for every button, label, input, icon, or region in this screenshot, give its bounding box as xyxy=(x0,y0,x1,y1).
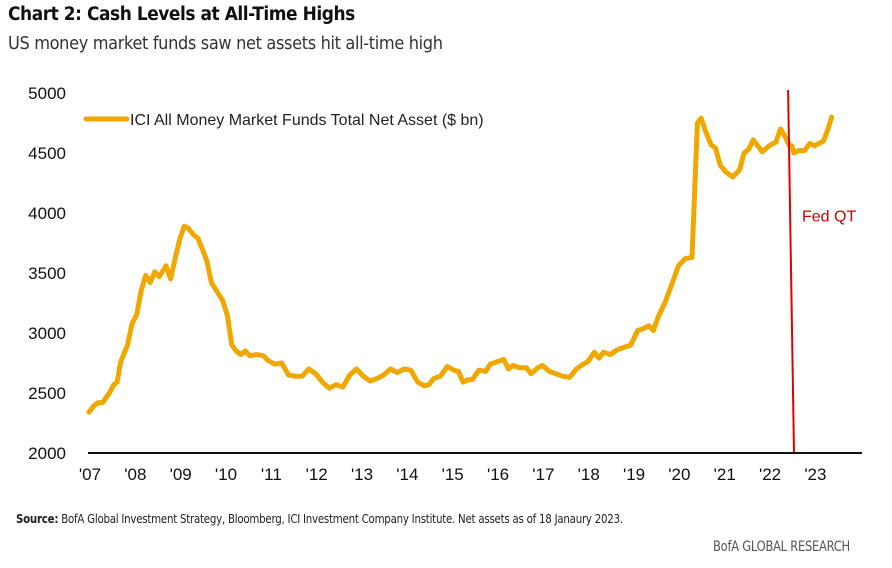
chart-title: Chart 2: Cash Levels at All-Time Highs xyxy=(8,4,355,25)
source-note: Source: BofA Global Investment Strategy,… xyxy=(16,511,623,526)
series-line-money-market-assets xyxy=(86,114,835,415)
x-tick-label: '08 xyxy=(124,465,146,484)
x-tick-label: '16 xyxy=(487,465,509,484)
y-tick-label: 3000 xyxy=(28,324,66,343)
source-label: Source: xyxy=(16,511,59,526)
x-tick-label: '15 xyxy=(442,465,464,484)
x-tick-label: '22 xyxy=(759,465,781,484)
x-tick-label: '21 xyxy=(714,465,736,484)
x-tick-label: '10 xyxy=(215,465,237,484)
x-tick-label: '20 xyxy=(668,465,690,484)
y-tick-label: 2000 xyxy=(28,444,66,463)
source-text: BofA Global Investment Strategy, Bloombe… xyxy=(58,511,623,526)
y-tick-label: 4000 xyxy=(28,204,66,223)
x-tick-label: '19 xyxy=(623,465,645,484)
y-tick-label: 3500 xyxy=(28,264,66,283)
x-tick-label: '17 xyxy=(532,465,554,484)
legend: ICI All Money Market Funds Total Net Ass… xyxy=(83,112,484,129)
brand-footer: BofA GLOBAL RESEARCH xyxy=(713,539,850,555)
legend-label: ICI All Money Market Funds Total Net Ass… xyxy=(130,112,484,129)
y-axis-ticks: 5000 4500 4000 3500 3000 2500 2000 xyxy=(28,84,66,463)
x-tick-label: '09 xyxy=(170,465,192,484)
y-tick-label: 5000 xyxy=(28,84,66,103)
x-tick-label: '18 xyxy=(578,465,600,484)
x-tick-label: '11 xyxy=(261,465,282,484)
y-tick-label: 2500 xyxy=(28,384,66,403)
fed-qt-label: Fed QT xyxy=(802,208,856,225)
x-tick-label: '12 xyxy=(306,465,328,484)
x-tick-label: '23 xyxy=(804,465,826,484)
x-tick-label: '14 xyxy=(396,465,418,484)
fed-qt-marker-line xyxy=(787,89,795,453)
x-tick-label: '07 xyxy=(79,465,101,484)
x-axis-ticks: '07 '08 '09 '10 '11 '12 '13 '14 '15 '16 '17 '18 '19 '… xyxy=(79,465,827,484)
chart-subtitle: US money market funds saw net assets hit… xyxy=(8,33,443,54)
y-tick-label: 4500 xyxy=(28,144,66,163)
x-tick-label: '13 xyxy=(351,465,373,484)
